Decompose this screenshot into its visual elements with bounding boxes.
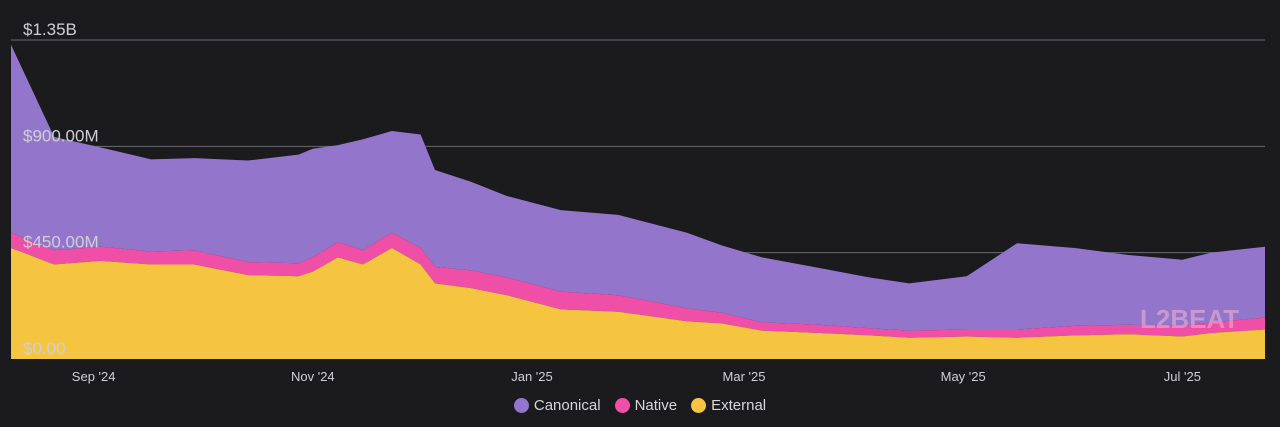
- legend-label-external: External: [711, 397, 767, 414]
- legend-swatch-native: [614, 398, 630, 413]
- legend-item-native[interactable]: Native: [614, 397, 678, 414]
- l2beat-watermark: L2BEAT: [1140, 304, 1239, 334]
- x-axis-labels: Sep '24 Nov '24 Jan '25 Mar '25 May '25 Jul '…: [72, 369, 1201, 384]
- x-tick-label-sep-24: Sep '24: [72, 369, 116, 384]
- legend-item-canonical[interactable]: Canonical: [513, 397, 601, 414]
- area-canonical: [11, 44, 1265, 331]
- legend-label-canonical: Canonical: [533, 397, 601, 414]
- x-tick-label-jul-25: Jul '25: [1164, 369, 1201, 384]
- legend: Canonical Native External: [0, 397, 1280, 414]
- legend-swatch-canonical: [513, 398, 529, 413]
- area-external: [11, 247, 1265, 359]
- stacked-areas: [11, 44, 1265, 359]
- tvs-area-chart: $0.00 $450.00M $900.00M $1.35B Sep '24 Nov '…: [11, 20, 1265, 384]
- x-tick-label-mar-25: Mar '25: [723, 369, 766, 384]
- y-axis-labels: $0.00 $450.00M $900.00M $1.35B: [23, 20, 99, 358]
- x-tick-label-nov-24: Nov '24: [291, 369, 335, 384]
- x-tick-label-jan-25: Jan '25: [511, 369, 553, 384]
- y-tick-label: $1.35B: [23, 20, 77, 39]
- legend-swatch-external: [691, 398, 707, 413]
- y-tick-label: $0.00: [23, 339, 66, 358]
- legend-label-native: Native: [634, 397, 678, 414]
- y-tick-label: $450.00M: [23, 233, 99, 252]
- area-native: [11, 232, 1265, 338]
- y-tick-label: $900.00M: [23, 126, 99, 145]
- legend-item-external[interactable]: External: [691, 397, 766, 414]
- x-tick-label-may-25: May '25: [941, 369, 986, 384]
